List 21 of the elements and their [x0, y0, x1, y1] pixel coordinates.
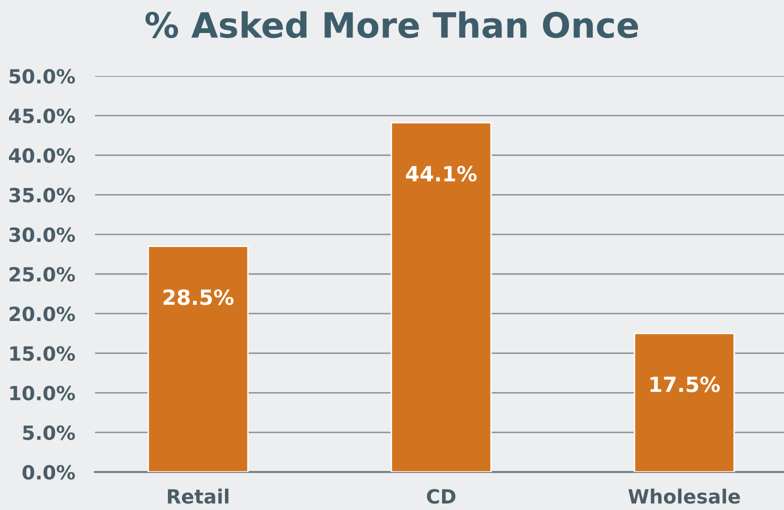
y-tick-label: 35.0%	[9, 188, 75, 202]
data-label: 44.1%	[406, 166, 477, 182]
chart-title: % Asked More Than Once	[145, 11, 638, 38]
x-tick-label: Wholesale	[628, 488, 740, 504]
x-tick-label: CD	[426, 489, 456, 504]
bar	[148, 246, 249, 472]
bar	[390, 122, 492, 472]
y-tick-label: 0.0%	[22, 464, 75, 480]
y-tick-label: 25.0%	[10, 266, 75, 282]
y-tick-label: 30.0%	[9, 227, 75, 242]
y-tick-label: 40.0%	[8, 148, 75, 163]
bar	[634, 332, 735, 472]
y-tick-label: 50.0%	[10, 68, 75, 84]
y-tick-label: 15.0%	[10, 346, 75, 361]
data-label: 28.5%	[164, 289, 234, 306]
y-tick-label: 10.0%	[10, 386, 75, 400]
y-tick-label: 20.0%	[10, 306, 75, 322]
y-tick-label: 5.0%	[23, 425, 75, 440]
data-label: 17.5%	[650, 376, 720, 392]
x-tick-label: Retail	[168, 488, 228, 504]
y-tick-label: 45.0%	[8, 108, 75, 124]
